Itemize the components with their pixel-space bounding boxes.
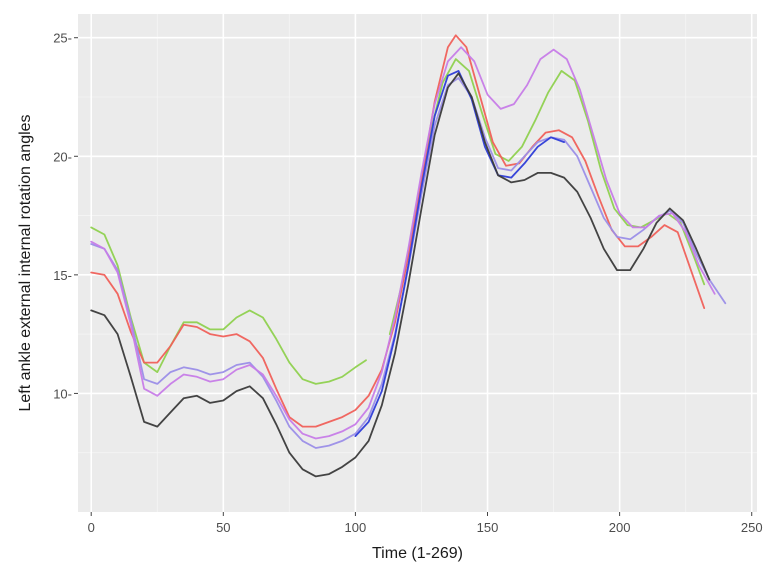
y-axis-title: Left ankle external internal rotation an…: [17, 114, 34, 411]
series-line-4: [90, 46, 716, 440]
x-tick-label: 0: [88, 520, 95, 535]
x-tick-label: 100: [345, 520, 367, 535]
y-axis-ticks: 10- 15- 20- 25-: [53, 31, 78, 401]
x-axis-ticks: 0 50 100 150 200 250: [88, 512, 763, 535]
x-tick-label: 250: [741, 520, 763, 535]
x-tick-label: 150: [477, 520, 499, 535]
plot-panel: [78, 14, 757, 512]
x-tick-label: 200: [609, 520, 631, 535]
minor-gridlines: [78, 14, 757, 512]
y-tick-label: 15-: [53, 268, 72, 283]
x-tick-label: 50: [216, 520, 230, 535]
y-tick-label: 25-: [53, 31, 72, 46]
y-tick-label: 20-: [53, 149, 72, 164]
major-gridlines: [78, 14, 757, 512]
series-lines: [90, 34, 727, 478]
series-line-2: [90, 34, 706, 428]
series-line-6: [90, 72, 711, 478]
series-line-5: [354, 70, 565, 437]
x-axis-title: Time (1-269): [372, 545, 463, 562]
y-tick-label: 10-: [53, 386, 72, 401]
